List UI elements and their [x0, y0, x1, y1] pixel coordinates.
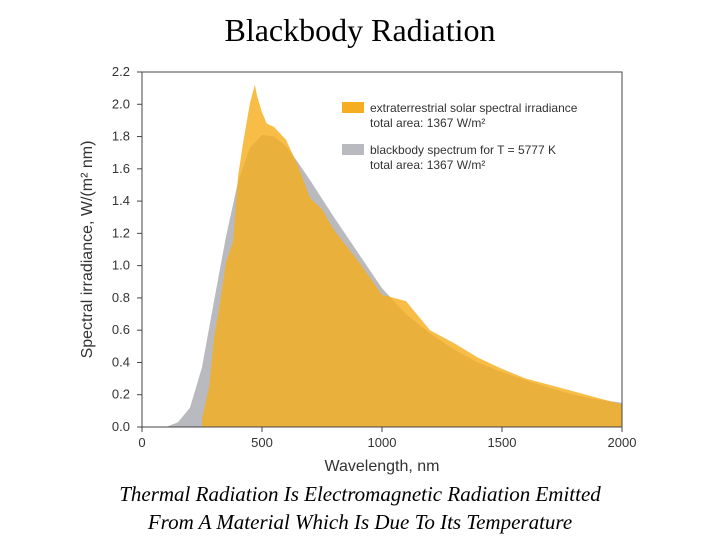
x-tick-label: 500 — [251, 435, 273, 450]
y-tick-label: 0.6 — [112, 322, 130, 337]
legend-label: extraterrestrial solar spectral irradian… — [370, 101, 578, 115]
x-tick-label: 2000 — [608, 435, 637, 450]
legend: extraterrestrial solar spectral irradian… — [342, 101, 578, 172]
y-tick-label: 0.4 — [112, 354, 130, 369]
y-tick-label: 0.2 — [112, 387, 130, 402]
slide-caption: Thermal Radiation Is Electromagnetic Rad… — [0, 480, 720, 536]
slide-title: Blackbody Radiation — [224, 12, 496, 48]
y-tick-label: 0.8 — [112, 290, 130, 305]
x-tick-label: 1500 — [488, 435, 517, 450]
legend-note: total area: 1367 W/m² — [370, 116, 485, 130]
legend-swatch — [342, 144, 364, 155]
legend-label: blackbody spectrum for T = 5777 K — [370, 143, 556, 157]
legend-note: total area: 1367 W/m² — [370, 158, 485, 172]
y-tick-label: 1.8 — [112, 129, 130, 144]
axes: 0 500 1000 1500 2000 0.0 0.2 0.4 0.6 0.8 1.0 1.2 1.4… — [79, 64, 636, 475]
y-axis-label: Spectral irradiance, W/(m² nm) — [79, 141, 96, 359]
y-tick-label: 1.0 — [112, 258, 130, 273]
caption-line-1: Thermal Radiation Is Electromagnetic Rad… — [119, 482, 601, 506]
y-tick-label: 2.0 — [112, 96, 130, 111]
x-tick-label: 1000 — [368, 435, 397, 450]
x-tick-label: 0 — [138, 435, 145, 450]
caption-line-2: From A Material Which Is Due To Its Temp… — [147, 510, 573, 534]
y-tick-label: 1.2 — [112, 225, 130, 240]
chart-svg: 0 500 1000 1500 2000 0.0 0.2 0.4 0.6 0.8 1.0 1.2 1.4… — [79, 64, 636, 475]
series-area-solar — [202, 84, 622, 428]
spectrum-chart: 0 500 1000 1500 2000 0.0 0.2 0.4 0.6 0.8 1.0 1.2 1.4… — [50, 55, 670, 480]
y-tick-label: 1.4 — [112, 193, 130, 208]
y-tick-label: 1.6 — [112, 161, 130, 176]
y-tick-label: 2.2 — [112, 64, 130, 79]
y-tick-label: 0.0 — [112, 419, 130, 434]
legend-swatch — [342, 102, 364, 113]
series-areas — [166, 84, 622, 428]
x-axis-label: Wavelength, nm — [324, 458, 439, 475]
